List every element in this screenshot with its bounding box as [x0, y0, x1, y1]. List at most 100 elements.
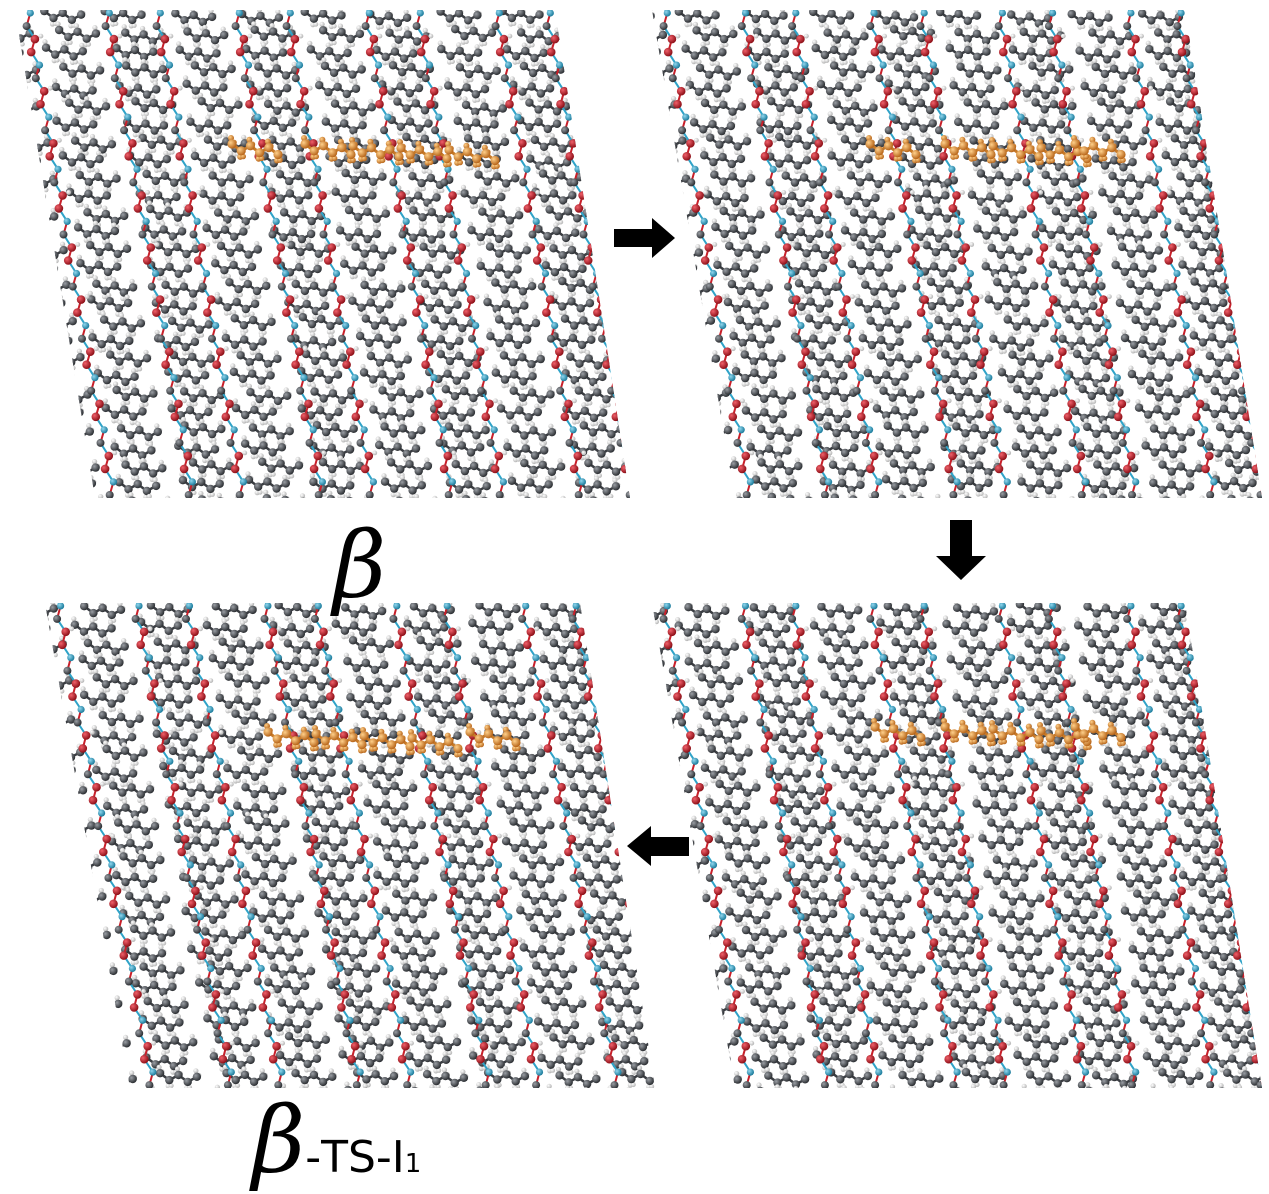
- hydrogen-atom: [632, 295, 637, 300]
- carbon-atom: [4, 69, 12, 77]
- hydrogen-atom: [603, 112, 608, 117]
- carbon-atom: [0, 125, 5, 133]
- hydrogen-atom: [65, 332, 70, 337]
- carbon-atom: [540, 143, 548, 151]
- bond: [52, 411, 61, 416]
- carbon-atom: [75, 408, 83, 416]
- carbon-atom: [135, 158, 143, 166]
- bond: [17, 176, 26, 183]
- carbon-atom: [248, 370, 256, 378]
- carbon-atom: [437, 215, 445, 223]
- carbon-atom: [385, 29, 393, 37]
- carbon-atom: [526, 155, 534, 163]
- hydrogen-atom: [298, 151, 303, 156]
- hydrogen-atom: [14, 60, 19, 65]
- hydrogen-atom: [5, 113, 10, 118]
- bond: [636, 180, 645, 185]
- carbon-atom: [402, 104, 410, 112]
- hydrogen-atom: [437, 226, 442, 231]
- hydrogen-atom: [586, 10, 591, 15]
- hydrogen-atom: [279, 44, 284, 49]
- carbon-atom: [165, 207, 173, 215]
- carbon-atom: [546, 390, 554, 398]
- carbon-atom: [387, 458, 395, 466]
- hydrogen-atom: [391, 43, 396, 48]
- carbon-atom: [250, 446, 258, 454]
- hydrogen-atom: [590, 154, 595, 159]
- bond: [578, 14, 587, 19]
- hydrogen-atom: [645, 176, 650, 181]
- carbon-atom: [182, 343, 190, 351]
- hydrogen-atom: [45, 225, 50, 230]
- carbon-atom: [129, 412, 137, 420]
- carbon-atom: [538, 64, 546, 72]
- hydrogen-atom: [313, 417, 318, 422]
- hydrogen-atom: [637, 384, 642, 389]
- carbon-atom: [613, 191, 621, 199]
- hydrogen-atom: [108, 136, 113, 141]
- carbon-atom: [117, 424, 125, 432]
- carbon-atom: [467, 408, 475, 416]
- carbon-atom: [313, 265, 321, 273]
- hydrogen-atom: [64, 490, 69, 495]
- hydrogen-atom: [644, 314, 649, 319]
- bond: [51, 391, 60, 398]
- hydrogen-atom: [221, 221, 226, 226]
- bond: [608, 196, 617, 201]
- bond: [0, 66, 8, 73]
- bond: [59, 341, 68, 346]
- carbon-atom: [437, 230, 445, 238]
- hydrogen-atom: [159, 460, 164, 465]
- hydrogen-atom: [159, 61, 164, 66]
- hydrogen-atom: [522, 440, 527, 445]
- carbon-atom: [219, 83, 227, 91]
- hydrogen-atom: [28, 329, 33, 334]
- hydrogen-atom: [425, 259, 430, 264]
- carbon-atom: [464, 359, 472, 367]
- bond: [9, 159, 18, 164]
- hydrogen-atom: [58, 295, 63, 300]
- carbon-atom: [69, 317, 77, 325]
- carbon-atom: [121, 378, 129, 386]
- hydrogen-atom: [26, 273, 31, 278]
- hydrogen-atom: [423, 28, 428, 33]
- carbon-atom: [607, 63, 615, 71]
- hydrogen-atom: [586, 113, 591, 118]
- hydrogen-atom: [208, 456, 213, 461]
- carbon-atom: [522, 444, 530, 452]
- hydrogen-atom: [123, 240, 128, 245]
- hydrogen-atom: [51, 259, 56, 264]
- carbon-atom: [214, 208, 222, 216]
- bond: [50, 339, 59, 346]
- hydrogen-atom: [213, 45, 218, 50]
- bond: [1, 18, 10, 23]
- hydrogen-atom: [158, 131, 163, 136]
- carbon-atom: [267, 425, 275, 433]
- hydrogen-atom: [659, 421, 664, 426]
- bond: [673, 466, 682, 473]
- hydrogen-atom: [661, 385, 666, 390]
- hydrogen-atom: [140, 458, 145, 463]
- carbon-atom: [144, 153, 152, 161]
- carbon-atom: [385, 12, 393, 20]
- carbon-atom: [223, 121, 231, 129]
- hydrogen-atom: [155, 237, 160, 242]
- carbon-atom: [437, 350, 445, 358]
- hydrogen-atom: [367, 347, 372, 352]
- carbon-atom: [39, 405, 47, 413]
- hydrogen-atom: [52, 471, 57, 476]
- carbon-atom: [259, 413, 267, 421]
- bond: [631, 317, 640, 324]
- hydrogen-atom: [306, 238, 311, 243]
- carbon-atom: [402, 133, 410, 141]
- hydrogen-atom: [617, 24, 622, 29]
- hydrogen-atom: [14, 257, 19, 262]
- hydrogen-atom: [645, 456, 650, 461]
- carbon-atom: [543, 232, 551, 240]
- bond: [43, 301, 52, 308]
- hydrogen-atom: [608, 204, 613, 209]
- carbon-atom: [597, 449, 605, 457]
- carbon-atom: [188, 353, 196, 361]
- carbon-atom: [55, 342, 63, 350]
- bond: [627, 197, 636, 202]
